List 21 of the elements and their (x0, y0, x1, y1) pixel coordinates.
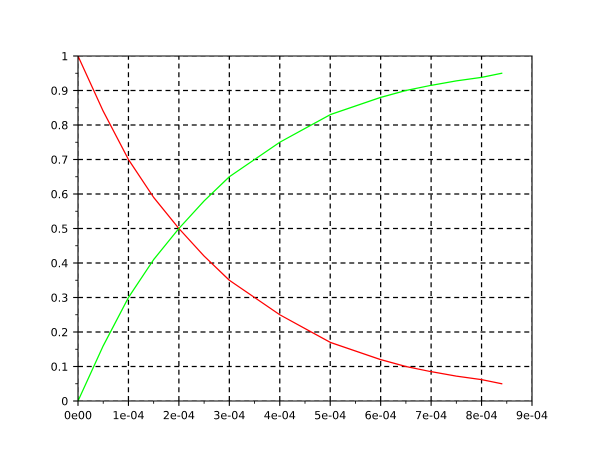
x-tick-label: 1e-04 (114, 410, 144, 420)
x-tick-label: 8e-04 (466, 410, 497, 420)
x-tick-label: 5e-04 (315, 410, 346, 420)
y-tick-label: 0 (62, 396, 68, 406)
y-tick-label: 0.5 (51, 224, 68, 233)
y-tick-label: 0.1 (51, 362, 68, 371)
y-tick-label: 1 (62, 52, 68, 60)
y-tick-label: 0.3 (51, 293, 68, 302)
y-tick-label: 0.9 (51, 86, 68, 95)
y-tick-label: 0.4 (51, 258, 68, 268)
y-tick-label: 0.7 (51, 155, 68, 164)
x-tick-label: 3e-04 (214, 410, 245, 420)
x-tick-label: 0e00 (64, 410, 92, 420)
x-tick-label: 6e-04 (365, 410, 396, 420)
x-tick-label: 2e-04 (164, 410, 194, 420)
x-tick-label: 7e-04 (416, 410, 447, 420)
y-tick-label: 0.6 (51, 190, 68, 198)
x-tick-label: 9e-04 (516, 410, 548, 420)
x-tick-label: 4e-04 (264, 410, 296, 420)
y-tick-label: 0.2 (51, 328, 68, 336)
y-tick-label: 0.8 (51, 120, 68, 130)
